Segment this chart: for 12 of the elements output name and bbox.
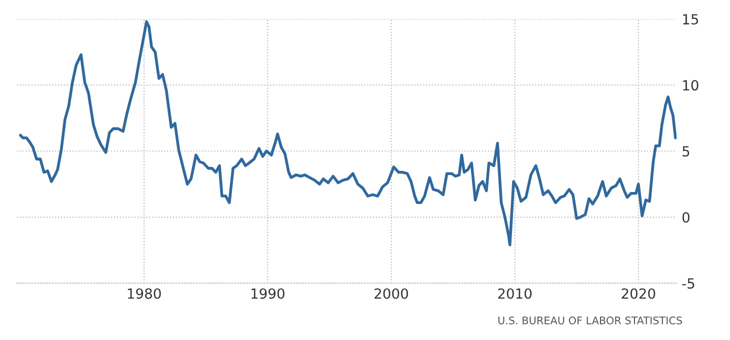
text: U.S. BUREAU OF LABOR STATISTICS [498,316,682,324]
y-tick-label: 0 [682,212,690,223]
x-tick-label: 2000 [374,288,408,299]
x-tick-label: 1980 [128,288,161,299]
x-tick-label: 2020 [622,288,656,299]
y-tick-label: 10 [683,80,698,91]
x-tick-label: 1990 [252,288,284,299]
x-tick-label: 2010 [498,288,532,299]
y-tick-label: -5 [682,278,694,289]
y-tick-label: 5 [682,146,690,157]
line-series [19,20,677,246]
y-tick-label: 15 [683,14,698,25]
